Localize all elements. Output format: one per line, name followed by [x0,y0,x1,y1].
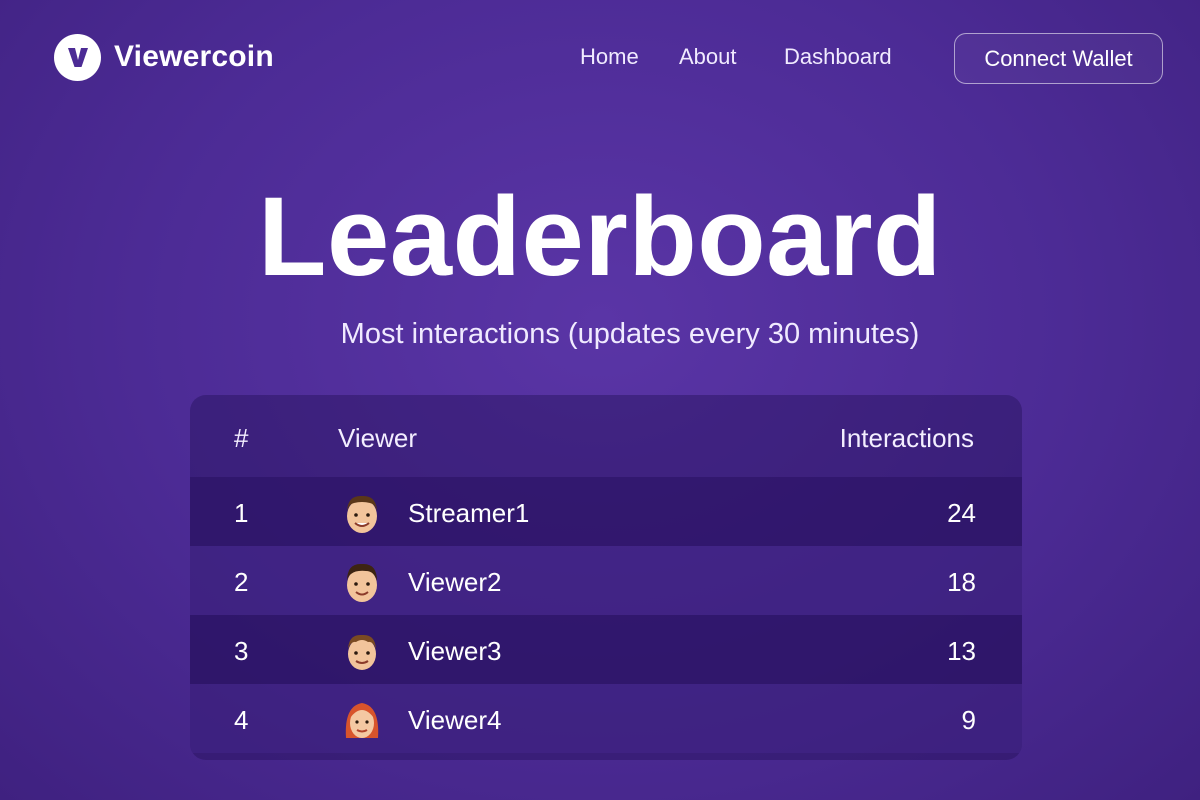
table-row[interactable]: 4 Viewer4 9 [190,684,1022,753]
row-viewer-name: Viewer4 [408,705,502,735]
row-interactions: 24 [947,498,976,528]
brand-link[interactable]: Viewercoin [54,33,274,81]
row-viewer-name: Streamer1 [408,498,530,528]
page-title: Leaderboard [258,174,942,299]
table-row[interactable]: 3 Viewer3 13 [190,615,1022,684]
header-rank: # [234,423,249,453]
row-rank: 1 [234,498,249,528]
table-row[interactable]: 1 Streamer1 24 [190,477,1022,546]
brand-name: Viewercoin [114,40,274,73]
top-header: Viewercoin Home About Dashboard Connect … [0,0,1200,118]
header-viewer: Viewer [338,423,418,453]
male-avatar-icon [342,491,382,535]
row-interactions: 9 [961,705,976,735]
row-viewer-name: Viewer2 [408,567,502,597]
header-interactions: Interactions [839,423,974,453]
row-rank: 3 [234,636,249,666]
table-header: # Viewer Interactions [190,395,1022,477]
row-interactions: 18 [947,567,976,597]
row-viewer-name: Viewer3 [408,636,502,666]
row-rank: 4 [234,705,249,735]
female-avatar-icon [342,698,382,742]
row-rank: 2 [234,567,249,597]
v-logo-icon [54,33,101,81]
page-subtitle: Most interactions (updates every 30 minu… [340,318,920,350]
nav-about[interactable]: About [679,44,737,69]
male-avatar-icon [342,560,382,604]
row-interactions: 13 [947,636,976,666]
nav-home[interactable]: Home [580,44,639,69]
nav-dashboard[interactable]: Dashboard [784,44,892,69]
connect-wallet-button[interactable]: Connect Wallet [954,33,1163,84]
table-row[interactable]: 2 Viewer2 18 [190,546,1022,615]
male-avatar-icon [342,629,382,673]
leaderboard-table: # Viewer Interactions 1 Streamer1 24 2 [190,395,1022,760]
